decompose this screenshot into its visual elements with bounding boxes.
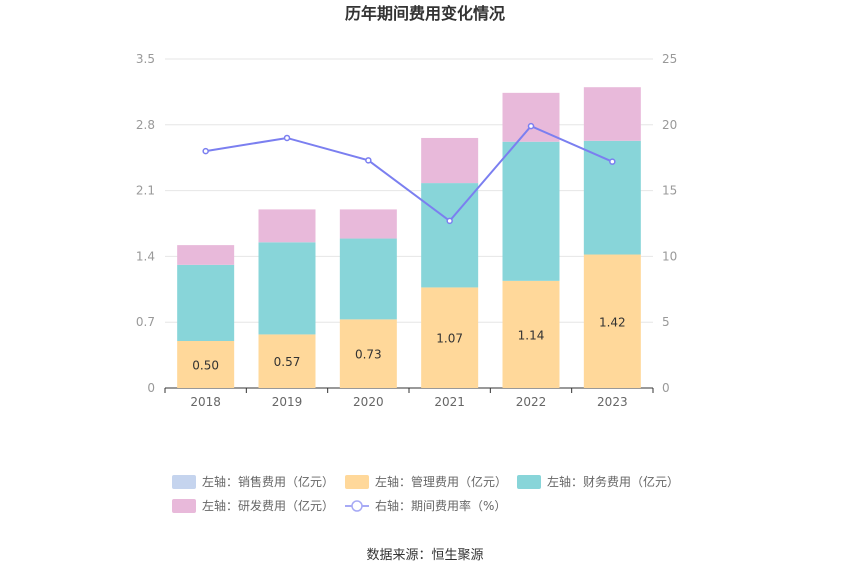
source-note: 数据来源：恒生聚源 (366, 548, 483, 563)
rate-point (446, 217, 453, 225)
right-tick-label: 5 (662, 315, 670, 329)
bar-segment-2 (339, 238, 397, 320)
legend-swatch (172, 475, 196, 489)
x-tick-label: 2022 (516, 395, 547, 409)
bar-labels: 0.50 0.57 0.73 1.07 1.14 1.42 (192, 315, 625, 372)
legend: 左轴：销售费用（亿元） 左轴：管理费用（亿元） 左轴：财务费用（亿元） 左轴：研发费用… (172, 474, 679, 513)
left-tick-label: 0 (147, 381, 155, 395)
left-tick-label: 1.4 (136, 249, 155, 263)
bar-segment-2 (177, 264, 235, 341)
right-axis-ticks: 0 5 10 15 20 25 (662, 52, 677, 395)
x-tick-label: 2021 (434, 395, 465, 409)
bar-segment-2 (258, 242, 316, 335)
left-tick-label: 3.5 (136, 52, 155, 66)
bar-value-label: 1.07 (436, 332, 463, 346)
bar-segment-1 (421, 287, 479, 388)
right-tick-label: 10 (662, 249, 677, 263)
bar-segment-1 (583, 254, 641, 388)
legend-label[interactable]: 右轴：期间费用率（%） (375, 498, 506, 513)
bar-value-label: 0.73 (355, 348, 382, 362)
x-axis-ticks: 2018 2019 2020 2021 2022 2023 (164, 388, 654, 409)
right-tick-label: 15 (662, 184, 677, 198)
legend-label[interactable]: 左轴：研发费用（亿元） (202, 498, 334, 513)
right-tick-label: 20 (662, 118, 677, 132)
bar-segment-2 (421, 183, 479, 288)
bar-segment-3 (421, 137, 479, 184)
bar-segment-1 (258, 334, 316, 388)
bar-segment-3 (258, 209, 316, 243)
rate-point (202, 147, 209, 155)
x-tick-label: 2019 (272, 395, 303, 409)
rate-point (365, 157, 372, 164)
bar-segment-3 (583, 87, 641, 141)
right-tick-label: 25 (662, 52, 677, 66)
x-tick-label: 2018 (190, 395, 221, 409)
left-axis-ticks: 0 0.7 1.4 2.1 2.8 3.5 (136, 52, 155, 395)
bars (177, 87, 641, 388)
rate-point (283, 134, 291, 142)
bar-segment-1 (339, 319, 397, 388)
x-tick-label: 2023 (597, 395, 628, 409)
left-tick-label: 2.8 (136, 118, 155, 132)
legend-label[interactable]: 左轴：财务费用（亿元） (547, 474, 679, 489)
bar-value-label: 1.42 (599, 315, 626, 329)
left-tick-label: 2.1 (136, 184, 155, 198)
rate-point (527, 122, 535, 130)
x-tick-label: 2020 (353, 395, 384, 409)
rate-line (202, 122, 616, 225)
legend-swatch (172, 499, 196, 513)
bar-segment-1 (177, 341, 235, 388)
rate-line-path (205, 124, 613, 223)
rate-point (609, 158, 616, 165)
bar-value-label: 1.14 (518, 328, 545, 342)
bar-segment-3 (177, 245, 235, 265)
legend-label[interactable]: 左轴：销售费用（亿元） (202, 474, 334, 489)
bar-value-label: 0.50 (192, 359, 219, 373)
chart-title: 历年期间费用变化情况 (345, 4, 505, 23)
right-tick-label: 0 (662, 381, 670, 395)
legend-label[interactable]: 左轴：管理费用（亿元） (375, 474, 507, 489)
left-tick-label: 0.7 (136, 315, 155, 329)
legend-line-marker (351, 500, 363, 512)
bar-segment-1 (502, 280, 560, 388)
legend-swatch (345, 475, 369, 489)
bar-segment-3 (339, 209, 397, 239)
legend-swatch (517, 475, 541, 489)
bar-segment-2 (583, 140, 641, 255)
grid (165, 58, 653, 389)
bar-segment-2 (502, 141, 560, 281)
bar-value-label: 0.57 (274, 355, 301, 369)
